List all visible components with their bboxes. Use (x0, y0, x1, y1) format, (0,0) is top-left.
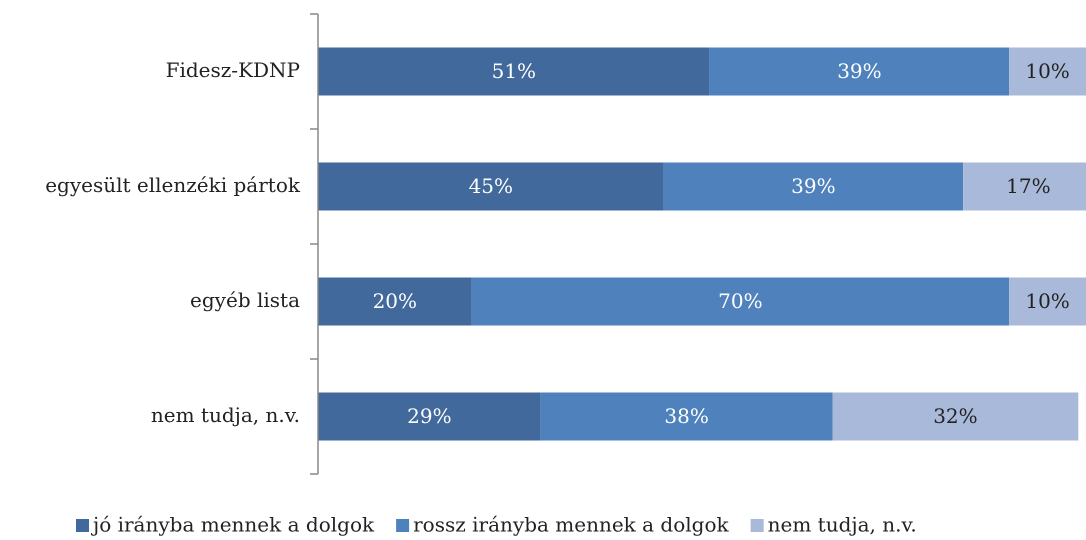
bar-segment (1009, 277, 1086, 326)
legend-label: jó irányba mennek a dolgok (91, 513, 375, 537)
bar-segment (663, 162, 964, 211)
bar-segment (471, 277, 1010, 326)
legend-swatch (750, 519, 764, 532)
data-label: 45% (469, 174, 513, 198)
data-label: 39% (791, 174, 835, 198)
bar-segment (318, 47, 710, 96)
bar-segment (540, 392, 833, 441)
category-label: egyesült ellenzéki pártok (45, 173, 301, 197)
legend-swatch (396, 519, 410, 532)
bar-segment (318, 277, 472, 326)
data-label: 10% (1025, 59, 1069, 83)
legend-label: nem tudja, n.v. (768, 513, 917, 537)
bar-segment (318, 162, 664, 211)
data-label: 51% (492, 59, 536, 83)
data-label: 70% (718, 289, 762, 313)
data-label: 20% (373, 289, 417, 313)
category-label: egyéb lista (190, 288, 300, 312)
data-label: 10% (1025, 289, 1069, 313)
data-label: 32% (933, 404, 977, 428)
data-label: 17% (1006, 174, 1050, 198)
data-label: 39% (837, 59, 881, 83)
data-label: 38% (664, 404, 708, 428)
legend-label: rossz irányba mennek a dolgok (413, 513, 729, 537)
bar-segment (963, 162, 1086, 211)
bar-segment (709, 47, 1010, 96)
category-label: Fidesz-KDNP (166, 58, 300, 82)
bar-segment (1009, 47, 1086, 96)
bar-segment (318, 392, 541, 441)
bar-segment (832, 392, 1079, 441)
legend-swatch (76, 519, 89, 532)
category-label: nem tudja, n.v. (151, 403, 300, 427)
data-label: 29% (407, 404, 451, 428)
